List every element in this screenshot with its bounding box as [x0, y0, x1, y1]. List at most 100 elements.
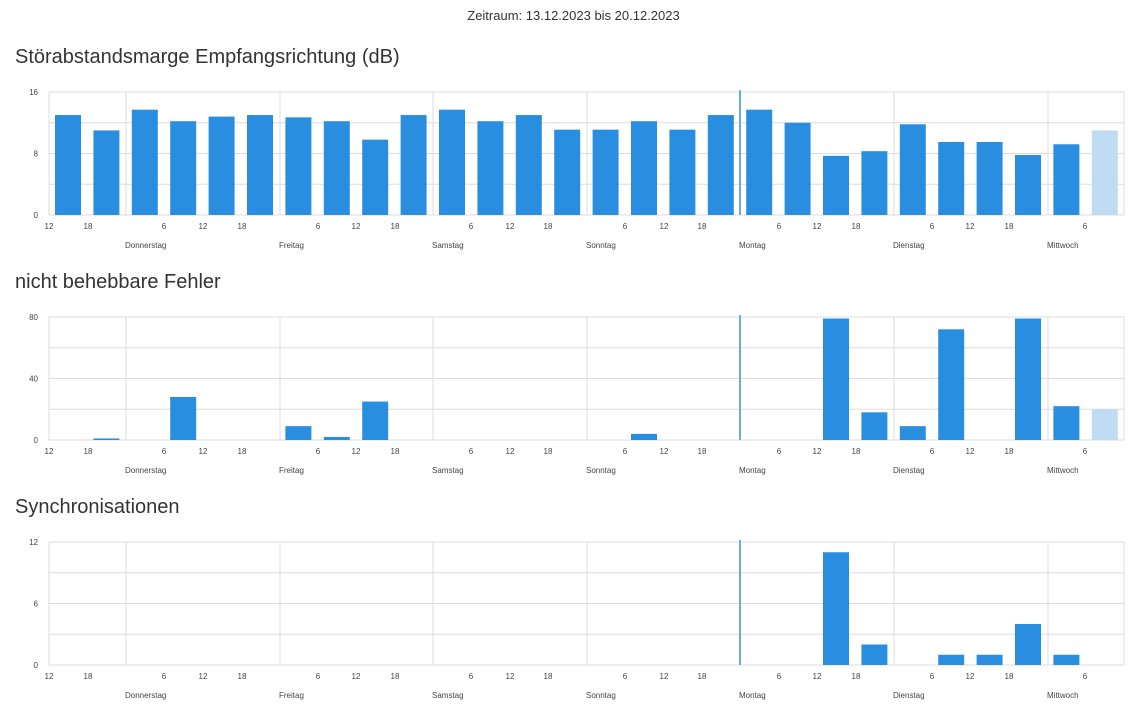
- x-hour-tick-label: 6: [623, 222, 628, 231]
- period-label: Zeitraum: 13.12.2023 bis 20.12.2023: [467, 8, 680, 23]
- x-hour-tick-label: 6: [316, 672, 321, 681]
- y-tick-label: 8: [34, 150, 39, 159]
- x-day-label: Sonntag: [586, 691, 616, 700]
- bar: [938, 141, 965, 215]
- bar: [362, 401, 389, 440]
- bar: [861, 412, 888, 440]
- x-hour-tick-label: 12: [352, 222, 361, 231]
- x-hour-tick-label: 18: [698, 222, 707, 231]
- bar: [746, 109, 773, 215]
- x-hour-tick-label: 6: [930, 672, 935, 681]
- bar: [170, 121, 197, 215]
- x-day-label: Montag: [739, 466, 766, 475]
- x-day-label: Mittwoch: [1047, 466, 1079, 475]
- x-hour-tick-label: 18: [391, 222, 400, 231]
- chart-uncorrectable-errors: 0 40 80 12 18 6 12 18 6 12 18 6 12 18 6 12 18 6 12 18 6 12 18 6…: [29, 313, 1125, 475]
- bar: [55, 115, 81, 215]
- bar: [784, 122, 811, 215]
- x-hour-tick-label: 18: [698, 447, 707, 456]
- bar: [823, 552, 849, 665]
- bar: [515, 115, 542, 215]
- x-hour-tick-label: 6: [316, 222, 321, 231]
- x-day-label: Dienstag: [893, 691, 925, 700]
- x-hour-tick-label: 6: [316, 447, 321, 456]
- bar: [1015, 624, 1041, 665]
- x-hour-tick-label: 18: [84, 447, 93, 456]
- x-hour-tick-label: 12: [660, 672, 669, 681]
- x-hour-tick-label: 6: [469, 672, 474, 681]
- bar: [170, 396, 197, 440]
- bar: [1053, 654, 1080, 665]
- x-hour-tick-label: 6: [623, 672, 628, 681]
- chart-title-snr: Störabstandsmarge Empfangsrichtung (dB): [15, 46, 400, 68]
- x-hour-tick-label: 6: [162, 672, 167, 681]
- x-day-label: Mittwoch: [1047, 241, 1079, 250]
- y-tick-label: 0: [34, 211, 39, 220]
- x-hour-tick-label: 18: [1005, 447, 1014, 456]
- x-hour-tick-label: 18: [852, 222, 861, 231]
- bar: [592, 129, 619, 215]
- bar: [554, 129, 581, 215]
- x-hour-tick-label: 18: [544, 447, 553, 456]
- bar: [208, 116, 235, 215]
- bar: [93, 438, 120, 440]
- x-day-label: Samstag: [432, 466, 464, 475]
- chart-synchronisations: 0 6 12 12 18 6 12 18 6 12 18 6 12 18 6 12 18 6 12 18 6 12 18 6 D…: [29, 538, 1125, 700]
- y-tick-label: 12: [29, 538, 38, 547]
- y-tick-label: 16: [29, 88, 38, 97]
- bar: [631, 121, 657, 215]
- bar: [93, 130, 120, 215]
- bar: [976, 654, 1003, 665]
- x-day-label: Donnerstag: [125, 466, 166, 475]
- y-tick-label: 0: [34, 436, 39, 445]
- x-day-label: Dienstag: [893, 466, 925, 475]
- x-hour-tick-label: 12: [966, 222, 975, 231]
- bar: [439, 109, 465, 215]
- bar: [938, 654, 965, 665]
- x-hour-tick-label: 18: [698, 672, 707, 681]
- bar: [323, 121, 350, 215]
- x-day-label: Freitag: [279, 691, 304, 700]
- x-hour-tick-label: 12: [966, 672, 975, 681]
- chart-snr-margin: 0 8 16 12 18 6 12 18 6 12 18 6 12 18 6 12 18 6 12 18 6 12 18 6 D…: [29, 88, 1125, 250]
- x-hour-tick-label: 12: [813, 447, 822, 456]
- bar: [707, 115, 734, 215]
- bar: [285, 426, 312, 440]
- bar: [899, 124, 926, 215]
- bar: [823, 155, 849, 215]
- x-day-label: Samstag: [432, 241, 464, 250]
- x-hour-tick-label: 12: [506, 672, 515, 681]
- x-hour-tick-label: 6: [623, 447, 628, 456]
- x-hour-tick-label: 6: [469, 447, 474, 456]
- x-hour-tick-label: 6: [777, 447, 782, 456]
- x-hour-tick-label: 12: [352, 672, 361, 681]
- bar: [1091, 130, 1118, 215]
- y-tick-label: 6: [34, 600, 39, 609]
- x-hour-tick-label: 6: [1083, 447, 1088, 456]
- x-day-label: Montag: [739, 241, 766, 250]
- bar: [131, 109, 158, 215]
- x-hour-tick-label: 12: [199, 447, 208, 456]
- bar: [362, 139, 389, 215]
- x-hour-tick-label: 12: [660, 222, 669, 231]
- bar: [861, 151, 888, 215]
- x-hour-tick-label: 18: [1005, 672, 1014, 681]
- bar: [1053, 144, 1080, 215]
- x-hour-tick-label: 6: [1083, 222, 1088, 231]
- x-hour-tick-label: 6: [777, 672, 782, 681]
- x-hour-tick-label: 12: [45, 672, 54, 681]
- bar: [1091, 409, 1118, 440]
- bar: [285, 117, 312, 215]
- x-hour-tick-label: 18: [238, 222, 247, 231]
- x-hour-tick-label: 18: [84, 672, 93, 681]
- x-hour-tick-label: 12: [352, 447, 361, 456]
- x-hour-tick-label: 18: [852, 672, 861, 681]
- x-hour-tick-label: 12: [199, 672, 208, 681]
- x-hour-tick-label: 6: [930, 222, 935, 231]
- x-hour-tick-label: 12: [45, 222, 54, 231]
- bar: [823, 318, 849, 440]
- bar: [247, 115, 273, 215]
- x-hour-tick-label: 12: [199, 222, 208, 231]
- x-hour-tick-label: 12: [506, 447, 515, 456]
- y-tick-label: 0: [34, 661, 39, 670]
